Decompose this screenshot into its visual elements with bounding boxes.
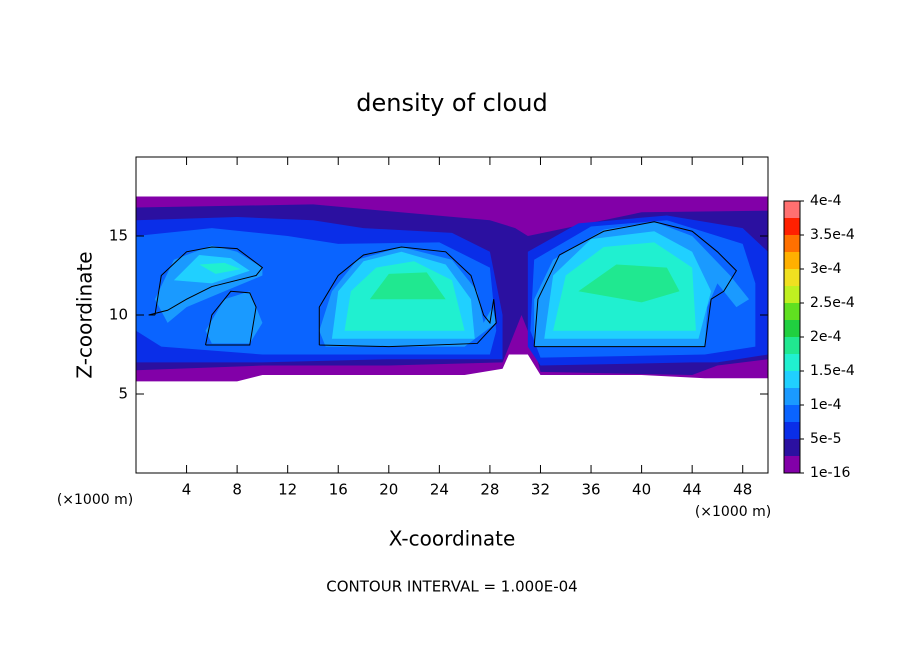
contour-line <box>148 246 264 316</box>
filled-region <box>199 262 241 274</box>
y-axis-label: Z-coordinate <box>73 251 97 378</box>
x-tick-label: 4 <box>182 481 192 499</box>
filled-region <box>578 264 680 303</box>
x-axis-label: X-coordinate <box>389 527 516 551</box>
colorbar-band <box>784 388 800 405</box>
contour-line <box>533 221 738 348</box>
unit-label: (×1000 m) <box>695 504 771 520</box>
colorbar-tick-label: 1.5e-4 <box>810 363 855 379</box>
y-tick-label: 5 <box>118 385 128 403</box>
colorbar-tick-label: 2e-4 <box>810 329 842 345</box>
colorbar-band <box>784 252 800 269</box>
colorbar-band <box>784 286 800 303</box>
x-tick-label: 36 <box>581 481 600 499</box>
x-tick-label: 16 <box>329 481 348 499</box>
colorbar-band <box>784 422 800 439</box>
x-tick-label: 40 <box>632 481 651 499</box>
colorbar-band <box>784 405 800 422</box>
x-tick-label: 24 <box>430 481 449 499</box>
colorbar-tick-label: 1e-16 <box>810 465 850 481</box>
colorbar-band <box>784 269 800 286</box>
colorbar-band <box>784 439 800 456</box>
y-tick-label: 10 <box>109 306 128 324</box>
colorbar-tick-label: 5e-5 <box>810 431 841 447</box>
chart-title: density of cloud <box>356 89 547 117</box>
colorbar-band <box>784 371 800 388</box>
x-tick-label: 32 <box>531 481 550 499</box>
colorbar-tick-label: 3.5e-4 <box>810 227 855 243</box>
x-tick-label: 28 <box>480 481 499 499</box>
annotation: CONTOUR INTERVAL = 1.000E-04 <box>326 578 577 596</box>
filled-region <box>205 291 263 344</box>
contour-line <box>318 246 497 348</box>
colorbar-tick-label: 1e-4 <box>810 397 842 413</box>
filled-region <box>369 272 446 300</box>
x-tick-label: 44 <box>683 481 702 499</box>
x-tick-label: 48 <box>733 481 752 499</box>
colorbar-band <box>784 303 800 320</box>
colorbar-band <box>784 354 800 371</box>
contour-field <box>136 196 768 382</box>
x-tick-label: 20 <box>379 481 398 499</box>
x-tick-label: 12 <box>278 481 297 499</box>
colorbar-tick-label: 4e-4 <box>810 193 842 209</box>
colorbar-band <box>784 320 800 337</box>
colorbar-band <box>784 218 800 235</box>
colorbar-band <box>784 235 800 252</box>
x-tick-label: 8 <box>232 481 242 499</box>
colorbar-band <box>784 201 800 218</box>
colorbar-band <box>784 456 800 473</box>
unit-label: (×1000 m) <box>57 492 133 508</box>
colorbar-band <box>784 337 800 354</box>
colorbar-tick-label: 3e-4 <box>810 261 842 277</box>
colorbar-tick-label: 2.5e-4 <box>810 295 855 311</box>
contour-line <box>205 290 257 346</box>
y-tick-label: 15 <box>109 227 128 245</box>
